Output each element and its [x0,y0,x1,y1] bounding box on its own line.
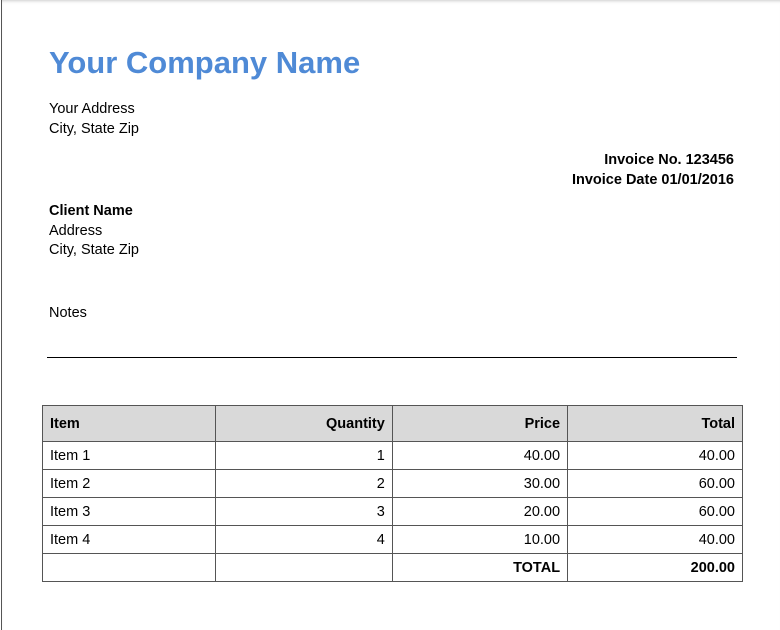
total-row: TOTAL 200.00 [41,553,743,582]
cell-quantity: 2 [215,469,393,498]
table-row: Item 4 4 10.00 40.00 [41,525,743,554]
cell-total: 40.00 [567,441,743,470]
cell-quantity: 4 [215,525,393,554]
items-table: Item Quantity Price Total Item 1 1 40.00… [41,405,743,582]
cell-item: Item 3 [41,497,217,526]
cell-quantity: 3 [215,497,393,526]
cell-item: Item 1 [41,441,217,470]
notes: Notes [49,305,87,321]
client-city: City, State Zip [49,242,139,258]
cell-total: 60.00 [567,469,743,498]
invoice-number: Invoice No. 123456 [604,152,734,168]
cell-quantity: 1 [215,441,393,470]
empty-cell [215,553,393,582]
company-address-line: Your Address [49,101,135,117]
table-header-row: Item Quantity Price Total [41,405,743,442]
total-label: TOTAL [391,553,569,582]
empty-cell [41,553,217,582]
cell-item: Item 2 [41,469,217,498]
company-name: Your Company Name [49,45,361,80]
header-quantity: Quantity [215,405,393,442]
company-address: Your Address City, State Zip [49,100,139,139]
invoice-info: Invoice No. 123456 Invoice Date 01/01/20… [572,150,734,190]
company-city-line: City, State Zip [49,120,139,137]
cell-price: 20.00 [391,497,569,526]
header-item: Item [41,405,217,442]
cell-price: 40.00 [391,441,569,470]
client-name: Client Name [49,203,133,219]
table-row: Item 3 3 20.00 60.00 [41,497,743,526]
header-total: Total [567,405,743,442]
cell-item: Item 4 [41,525,217,554]
table-row: Item 1 1 40.00 40.00 [41,441,743,470]
total-value: 200.00 [567,553,743,582]
cell-total: 40.00 [567,525,743,554]
cell-price: 10.00 [391,525,569,554]
header-price: Price [391,405,569,442]
client-block: Client Name Address City, State Zip [49,202,139,261]
divider [47,357,737,358]
invoice-date: Invoice Date 01/01/2016 [571,172,734,188]
table-row: Item 2 2 30.00 60.00 [41,469,743,498]
client-address: Address [49,222,103,239]
cell-price: 30.00 [391,469,569,498]
cell-total: 60.00 [567,497,743,526]
